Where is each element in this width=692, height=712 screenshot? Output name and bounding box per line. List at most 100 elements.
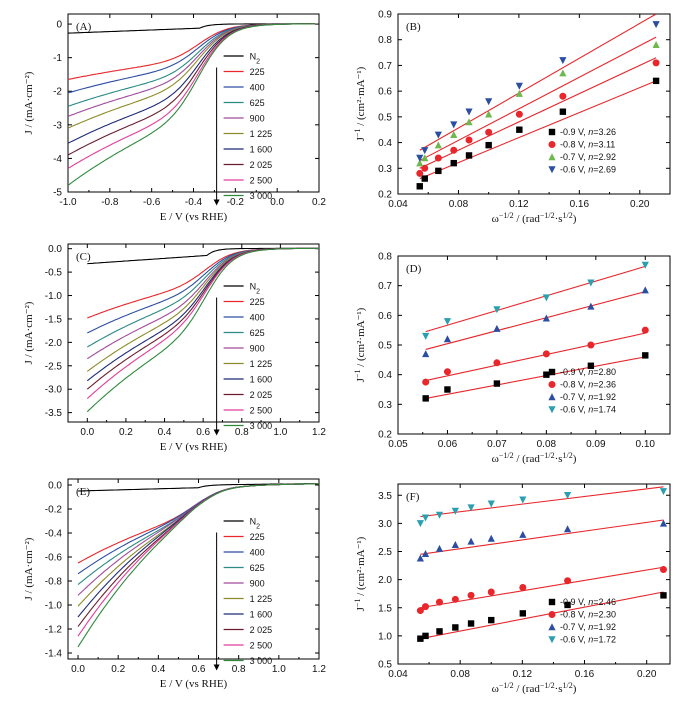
y-axis-label: J−1 / (cm²·mA⁻¹) <box>353 536 368 611</box>
data-point <box>652 41 660 49</box>
fit-line <box>425 265 646 333</box>
y-tick-label: -2.5 <box>45 361 63 372</box>
fit-line <box>425 332 646 382</box>
legend-label: 3 000 <box>250 191 273 201</box>
data-point <box>563 492 572 500</box>
legend-label: 625 <box>250 563 265 573</box>
data-point <box>515 89 523 97</box>
curve-2500 <box>77 483 319 637</box>
y-tick-label: 0.6 <box>378 311 392 322</box>
data-point <box>416 154 424 162</box>
panel-c: 0.0 0.2 0.4 0.6 0.8 1.0 1.2 0.0 -0.5 -1.0 -1.5 -2.0… <box>23 243 326 453</box>
data-point <box>642 352 649 359</box>
data-point <box>542 314 550 322</box>
fit-line <box>419 36 657 162</box>
curve-N2 <box>87 247 319 265</box>
plot-frame <box>67 478 320 660</box>
data-point <box>422 395 429 402</box>
x-tick-label: -1.0 <box>59 197 77 208</box>
data-point <box>435 511 444 519</box>
legend-label: -0.9 V, n=3.26 <box>560 127 616 137</box>
fit-line <box>420 591 664 640</box>
data-point <box>485 128 493 136</box>
y-tick-label: 0.6 <box>378 87 392 98</box>
data-point <box>485 110 493 118</box>
y-tick-label: -1.0 <box>45 601 63 612</box>
panel-label: (D) <box>406 263 422 275</box>
legend-marker <box>548 406 556 414</box>
curve-2500 <box>86 247 319 399</box>
data-point <box>516 126 523 133</box>
data-point <box>450 159 457 167</box>
y-tick-label: 0.0 <box>48 481 62 492</box>
y-tick-label: 0.5 <box>378 112 392 123</box>
legend-label: 625 <box>250 328 265 338</box>
data-point <box>519 584 527 591</box>
x-tick-label: 0.0 <box>71 664 85 675</box>
y-tick-label: -0.2 <box>45 505 63 516</box>
legend-label: 900 <box>250 344 265 354</box>
curve-N2 <box>77 483 319 492</box>
y-tick-label: 0.8 <box>378 252 392 263</box>
curve-900 <box>68 23 315 117</box>
data-point <box>559 92 567 100</box>
legend-label: 2 500 <box>250 176 273 186</box>
legend-label: 625 <box>250 98 265 108</box>
x-tick-label: 0.12 <box>513 669 533 680</box>
x-tick-label: 0.09 <box>586 439 606 450</box>
x-tick-label: 1.0 <box>273 427 287 438</box>
legend-label: 1 600 <box>250 610 273 620</box>
legend-label: 2 025 <box>250 625 273 635</box>
x-tick-label: 1.0 <box>272 664 286 675</box>
y-tick-label: 3.5 <box>378 491 392 502</box>
legend-label: 900 <box>250 114 265 124</box>
data-point <box>443 335 452 343</box>
legend-marker <box>548 636 556 644</box>
y-tick-label: -1.0 <box>45 291 63 302</box>
x-tick-label: 0.2 <box>312 197 326 208</box>
data-point <box>452 624 459 631</box>
data-point <box>559 57 567 65</box>
data-point <box>421 164 429 172</box>
x-tick-label: 0.6 <box>196 427 210 438</box>
fit-line <box>419 14 657 151</box>
data-point <box>422 332 430 340</box>
legend-label: -0.8 V, n=3.11 <box>560 140 615 150</box>
y-tick-label: 0.4 <box>378 370 392 381</box>
data-point <box>493 380 501 387</box>
x-axis-label: ω−1/2 / (rad−1/2·s1/2) <box>492 451 577 466</box>
y-tick-label: -5 <box>53 188 62 199</box>
data-point <box>450 146 458 154</box>
x-tick-label: 0.08 <box>449 199 469 210</box>
plot-frame <box>397 13 671 195</box>
legend-label: 225 <box>250 67 265 77</box>
curve-1225 <box>86 247 319 372</box>
data-point <box>515 82 523 90</box>
curve-625 <box>68 23 315 107</box>
data-point <box>451 595 459 603</box>
plot-area <box>77 483 319 648</box>
data-point <box>444 386 451 393</box>
data-point <box>587 279 595 287</box>
y-tick-label: 2.5 <box>378 547 392 558</box>
legend-label: 1 225 <box>250 594 273 604</box>
legend-marker <box>548 623 556 631</box>
legend: -0.9 V, n=2.80 -0.8 V, n=2.36 -0.7 V, n=1.… <box>548 367 616 415</box>
x-tick-label: 0.2 <box>119 427 133 438</box>
panel-label: (A) <box>76 21 92 33</box>
data-point <box>465 108 473 116</box>
plot-frame <box>397 255 671 435</box>
data-point <box>641 261 649 269</box>
y-tick-label: 0.7 <box>378 281 392 292</box>
legend-marker <box>548 381 556 388</box>
data-point <box>564 601 571 609</box>
curve-900 <box>77 483 319 596</box>
curve-3000 <box>86 247 319 413</box>
data-point <box>421 147 429 155</box>
curve-3000 <box>68 23 315 186</box>
data-point <box>559 69 567 77</box>
y-tick-label: -2 <box>53 87 62 98</box>
data-point <box>659 488 668 496</box>
legend-label: 2 500 <box>250 641 273 651</box>
